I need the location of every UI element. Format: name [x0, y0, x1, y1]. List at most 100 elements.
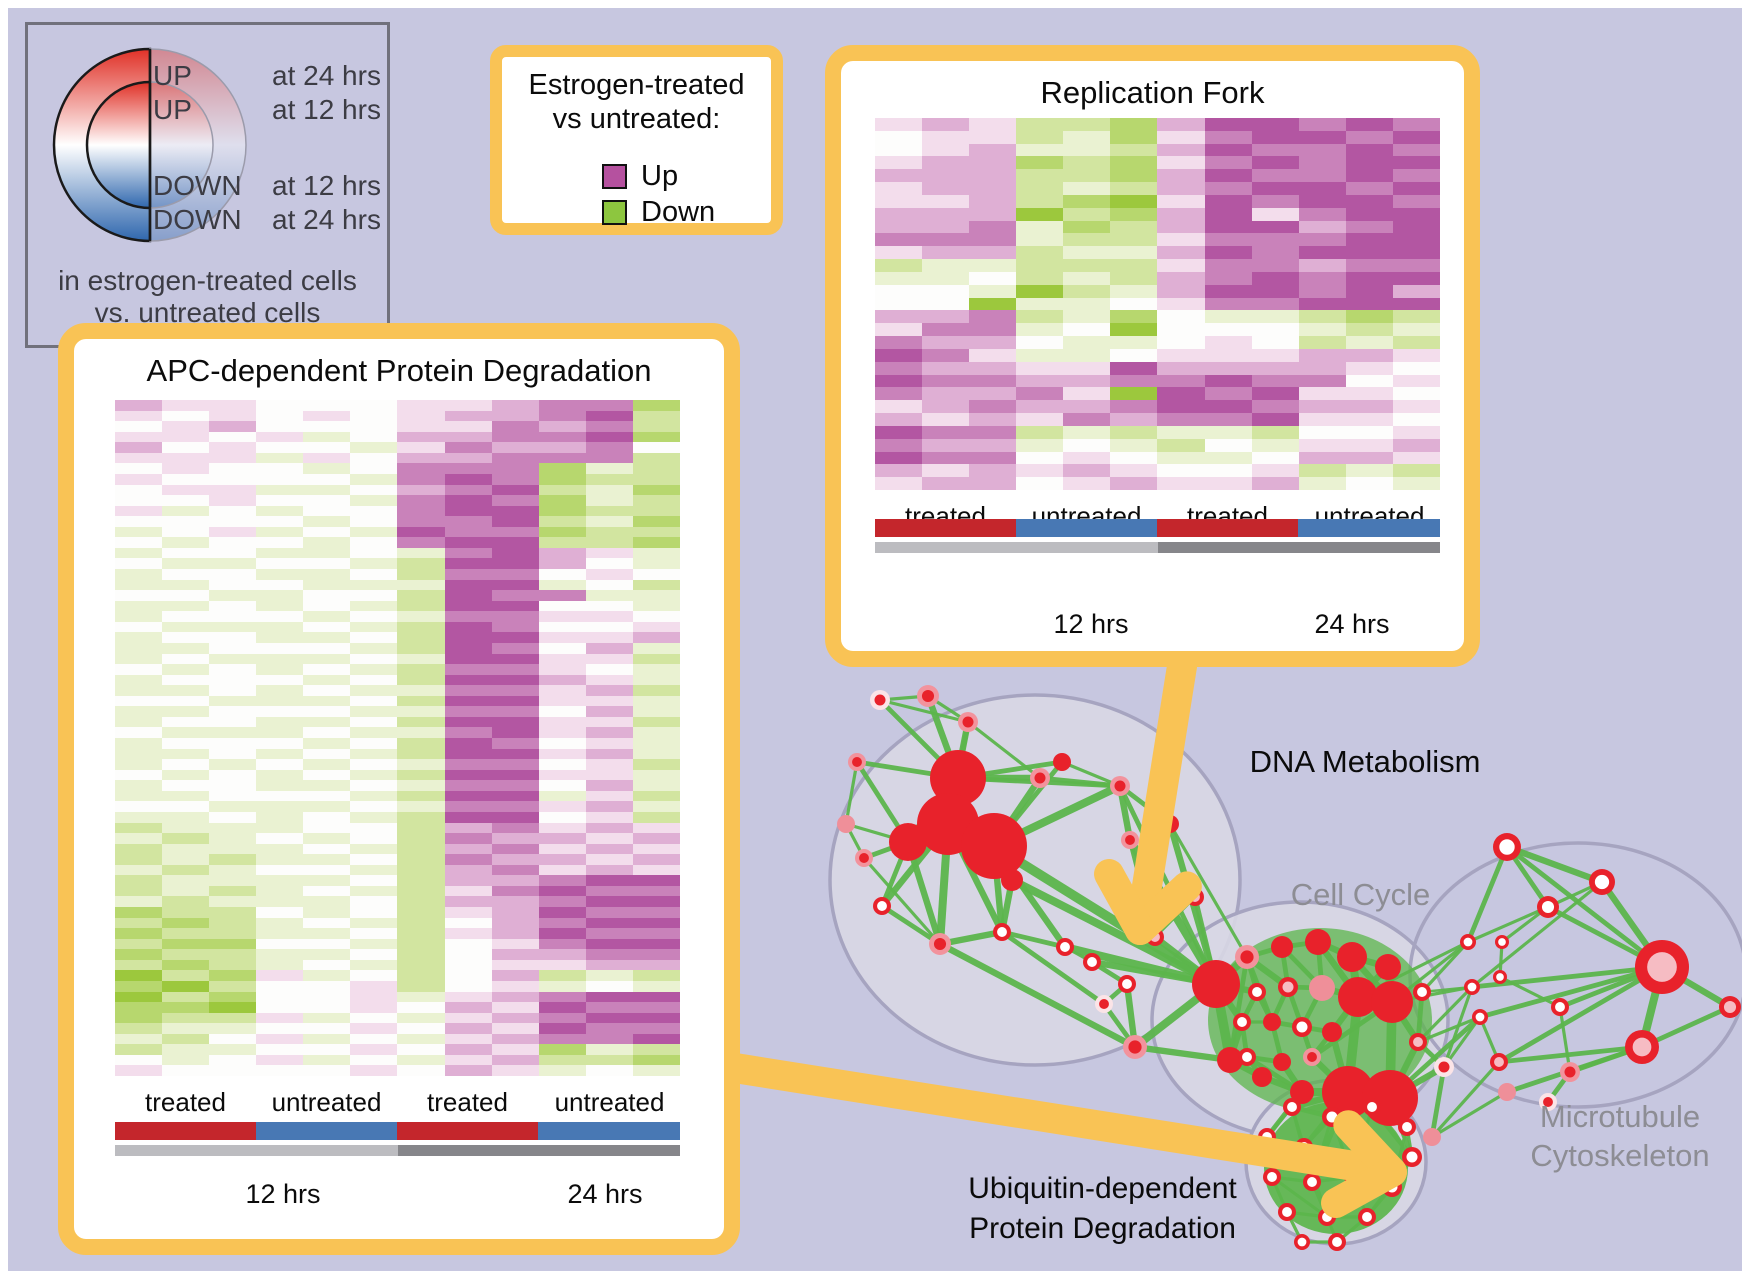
network-edge [1039, 775, 1121, 789]
gene-node-core [1297, 1237, 1307, 1247]
gene-node [1423, 1128, 1441, 1146]
gene-node [1337, 942, 1367, 972]
apc-panel-title: APC-dependent Protein Degradation [146, 353, 652, 388]
gene-node-core [1543, 1097, 1553, 1107]
network-edge [1505, 843, 1604, 886]
ring-legend-box: UP at 24 hrs UP at 12 hrs DOWN at 12 hrs… [25, 22, 390, 348]
gene-node-core [1307, 1052, 1317, 1062]
replication-fork-title: Replication Fork [1040, 75, 1265, 110]
gene-node [1338, 977, 1378, 1017]
gene-node [1322, 1066, 1374, 1118]
gene-node-core [1723, 1000, 1737, 1014]
rf-time-label-24: 24 hrs [1314, 609, 1390, 639]
network-edge [1558, 1006, 1572, 1073]
network-edge [1431, 1090, 1508, 1139]
network-edge [1357, 940, 1469, 999]
callout-arrow-shaft [732, 1053, 1383, 1185]
apc-treated-bar-24 [397, 1122, 538, 1140]
apc-group-label-treated-24: treated [427, 1087, 508, 1117]
gene-node [1001, 869, 1023, 891]
rf-time-label-12: 12 hrs [1053, 609, 1129, 639]
gene-node-core [1087, 957, 1097, 967]
network-edge [1061, 760, 1121, 788]
gene-node-core [962, 716, 974, 728]
network-edge [1001, 929, 1066, 950]
gene-node-core [1594, 874, 1610, 890]
network-edge [1470, 880, 1604, 989]
network-edge [880, 903, 942, 947]
apc-12hr-bar [115, 1145, 398, 1156]
gene-node [1252, 1067, 1272, 1087]
gene-node-core [1496, 973, 1504, 981]
gene-node [1217, 1047, 1243, 1073]
updown-color-legend-box: Estrogen-treated vs untreated: Up Down [490, 45, 783, 235]
network-edge [1000, 930, 1106, 1006]
cluster-label-ubiquitin-line2: Protein Degradation [969, 1212, 1236, 1245]
apc-group-label-untreated-24: untreated [554, 1087, 665, 1117]
apc-treated-bar-12 [115, 1122, 256, 1140]
gene-node-core [1282, 1207, 1292, 1217]
network-edge [1505, 845, 1664, 969]
cluster-label-cell-cycle: Cell Cycle [1290, 877, 1431, 912]
gene-node-core [1438, 1061, 1450, 1073]
gene-node [1271, 936, 1293, 958]
callout-arrow-shaft [1127, 657, 1198, 921]
legend-direction: UP [153, 94, 192, 125]
gene-node-core [1467, 982, 1477, 992]
gene-node-core [1237, 1017, 1247, 1027]
gene-node-core [1367, 1102, 1377, 1112]
legend-direction: DOWN [153, 170, 242, 201]
gene-node-core [1099, 999, 1109, 1009]
gene-node-core [1034, 772, 1046, 784]
apc-degradation-panel: APC-dependent Protein Degradation treate… [58, 323, 740, 1255]
gene-node [837, 815, 855, 833]
network-edge [1271, 1175, 1328, 1219]
apc-untreated-bar-24 [538, 1122, 680, 1140]
legend-time: at 12 hrs [272, 170, 381, 201]
rf-untreated-bar-12 [1016, 519, 1157, 537]
gene-node-core [1413, 1037, 1423, 1047]
gene-node-core [1122, 979, 1132, 989]
gene-node [1305, 929, 1331, 955]
gene-node-core [1307, 1177, 1317, 1187]
gene-node [1273, 1053, 1291, 1071]
network-edge [938, 941, 1137, 1050]
up-down-ring-diagram [52, 47, 247, 243]
gene-node-core [874, 694, 886, 706]
updown-legend-title-line2: vs untreated: [552, 103, 721, 135]
legend-row-up12: UP at 12 hrs [153, 94, 381, 126]
callout-arrowhead [1321, 1157, 1407, 1219]
gene-node-core [877, 901, 887, 911]
legend-direction: UP [153, 60, 192, 91]
cluster-label-microtubule-line1: Microtubule [1539, 1099, 1701, 1134]
legend-item-up: Up [602, 160, 678, 193]
gene-node [1498, 1083, 1516, 1101]
gene-node [961, 813, 1027, 879]
rf-24hr-bar [1158, 542, 1440, 553]
cluster-label-ubiquitin-line1: Ubiquitin-dependent [968, 1172, 1237, 1205]
apc-time-label-12: 12 hrs [245, 1179, 321, 1209]
legend-footer-line1: in estrogen-treated cells [58, 265, 357, 296]
network-edge [844, 761, 859, 825]
rf-treated-bar-12 [875, 519, 1016, 537]
gene-node-core [933, 937, 947, 951]
gene-node-core [1494, 1057, 1504, 1067]
up-label: Up [641, 160, 679, 192]
network-edge [1498, 1044, 1643, 1065]
gene-node-core [852, 757, 862, 767]
gene-node-core [1267, 1172, 1277, 1182]
gene-node [930, 750, 986, 806]
gene-node [1309, 975, 1335, 1001]
gene-node [1192, 960, 1240, 1008]
apc-time-label-24: 24 hrs [567, 1179, 643, 1209]
apc-24hr-bar [398, 1145, 680, 1156]
replication-fork-heatmap [875, 118, 1440, 490]
ring-half [149, 81, 214, 209]
up-color-swatch [602, 164, 627, 189]
cluster-label-microtubule-line2: Cytoskeleton [1530, 1138, 1710, 1173]
network-edge [1420, 940, 1470, 994]
gene-node-core [1240, 950, 1254, 964]
gene-node-core [1475, 1012, 1485, 1022]
